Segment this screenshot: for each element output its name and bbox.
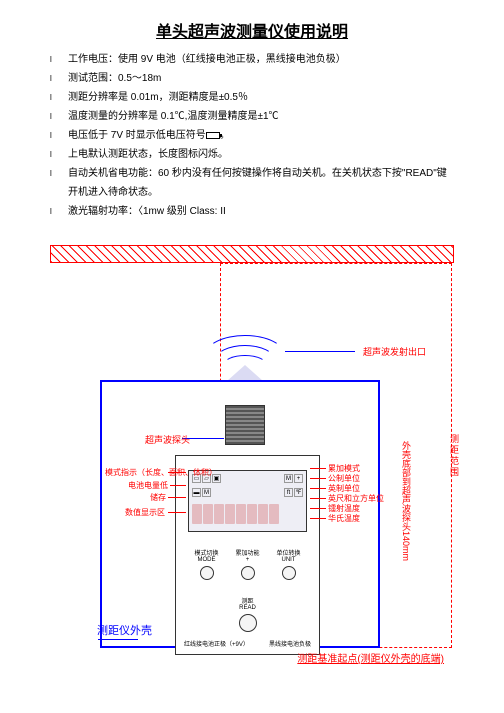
device-shell-label: 测距仪外壳 xyxy=(97,622,152,638)
bottom-reference-label: 测距基准起点(测距仪外壳的底端) xyxy=(297,650,444,665)
control-panel: ▭ ▱ ▣ M + ▬ M ft ℉ 模式切换 MODE xyxy=(175,455,320,655)
page-title: 单头超声波测量仪使用说明 xyxy=(0,0,504,50)
spec-item: 自动关机省电功能：60 秒内没有任何按键操作将自动关机。在关机状态下按"READ… xyxy=(50,164,454,202)
offset-label: 外壳底部到超声波探头140mm xyxy=(400,441,413,561)
ann-line xyxy=(310,508,326,509)
ann-line xyxy=(168,472,186,473)
lcd-battery-icon: ▬ xyxy=(192,488,201,497)
lcd-unit-icon: ℉ xyxy=(294,488,303,497)
spec-list: 工作电压：使用 9V 电池（红线接电池正极，黑线接电池负极） 测试范围：0.5～… xyxy=(0,50,504,221)
ann-line xyxy=(170,485,186,486)
lcd-mem-icon: M xyxy=(202,488,211,497)
spec-item: 上电默认测距状态，长度图标闪烁。 xyxy=(50,145,454,164)
ann-fahrenheit: 华氏温度 xyxy=(328,513,360,524)
unit-label-cn: 单位转换 xyxy=(271,548,306,557)
ann-line xyxy=(310,488,326,489)
ann-display-area: 数值显示区 xyxy=(125,507,165,518)
wave-leader-line xyxy=(285,351,355,352)
lcd-unit-icon: ft xyxy=(284,488,293,497)
read-button[interactable] xyxy=(239,614,257,632)
plus-label-en: + xyxy=(230,557,265,563)
spec-item: 测试范围：0.5～18m xyxy=(50,69,454,88)
mode-label-cn: 模式切换 xyxy=(189,548,224,557)
unit-button[interactable] xyxy=(282,566,296,580)
spec-item: 激光辐射功率：〈1mw 级别 Class: II xyxy=(50,202,454,221)
read-button-area: 测距 READ xyxy=(176,596,319,632)
ann-line xyxy=(310,518,326,519)
spec-item: 工作电压：使用 9V 电池（红线接电池正极，黑线接电池负极） xyxy=(50,50,454,69)
ann-line xyxy=(310,498,326,499)
mode-label-en: MODE xyxy=(189,557,224,563)
unit-label-en: UNIT xyxy=(271,557,306,563)
mode-button[interactable] xyxy=(200,566,214,580)
ann-battery-low: 电池电量低 xyxy=(128,480,168,491)
read-label-en: READ xyxy=(176,605,319,611)
wall-hatching xyxy=(50,245,454,263)
ann-line xyxy=(310,478,326,479)
lcd-unit-icon: + xyxy=(294,474,303,483)
ann-line xyxy=(168,512,186,513)
plus-button[interactable] xyxy=(241,566,255,580)
battery-wiring-text: 红线接电池正极（+9V） 黑线接电池负极 xyxy=(184,639,311,648)
lcd-screen: ▭ ▱ ▣ M + ▬ M ft ℉ xyxy=(188,470,307,532)
distance-range-label: 测距范围 xyxy=(448,434,461,478)
spec-item: 电压低于 7V 时显示低电压符号。 xyxy=(50,126,454,145)
ultrasonic-sensor xyxy=(225,405,265,445)
ann-memory: 储存 xyxy=(150,492,166,503)
ann-line xyxy=(168,497,186,498)
device-shell-line xyxy=(98,639,138,640)
read-label-cn: 测距 xyxy=(176,596,319,605)
battery-pos-label: 红线接电池正极（+9V） xyxy=(184,639,249,648)
spec-item: 测距分辨率是 0.01m，测距精度是±0.5％ xyxy=(50,88,454,107)
lcd-digits xyxy=(192,504,303,524)
plus-label-cn: 累加功能 xyxy=(230,548,265,557)
battery-icon xyxy=(206,132,220,139)
wave-label: 超声波发射出口 xyxy=(363,345,426,358)
button-row: 模式切换 MODE 累加功能 + 单位转换 UNIT xyxy=(186,548,309,580)
sensor-label: 超声波探头 xyxy=(145,433,190,446)
ann-mode-indicator: 模式指示（长度、面积、体积） xyxy=(105,467,217,478)
ann-line xyxy=(310,468,326,469)
spec-item: 温度测量的分辨率是 0.1℃,温度测量精度是±1℃ xyxy=(50,107,454,126)
battery-neg-label: 黑线接电池负极 xyxy=(269,639,311,648)
diagram: 测距范围 外壳底部到超声波探头140mm 超声波发射出口 测距仪外壳 超声波探头… xyxy=(50,245,454,693)
lcd-unit-icon: M xyxy=(284,474,293,483)
